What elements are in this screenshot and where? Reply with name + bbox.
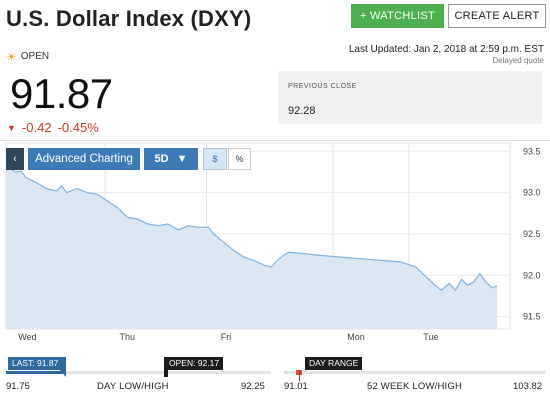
day-high-value: 92.25 [241, 381, 265, 392]
market-status: ☀ OPEN [6, 49, 50, 64]
price-chart[interactable]: 93.5 93.0 92.5 92.0 91.5 Wed Thu Fri Mon Tue [0, 140, 550, 345]
day-range-tag: DAY RANGE [305, 357, 363, 370]
last-price: 91.87 [10, 70, 113, 117]
dollar-toggle[interactable]: $ [203, 148, 227, 170]
range-select[interactable]: 5D ▼ [144, 148, 198, 170]
x-axis-labels: Wed Thu Fri Mon Tue [18, 332, 438, 342]
delayed-quote-note: Delayed quote [492, 56, 544, 65]
y-tick-label: 93.5 [523, 146, 541, 156]
y-tick-label: 92.5 [523, 229, 541, 239]
y-tick-label: 92.0 [523, 270, 541, 280]
x-tick-label: Mon [347, 332, 365, 342]
x-tick-label: Thu [119, 332, 135, 342]
sun-icon: ☀ [6, 49, 17, 64]
price-area-fill [6, 167, 497, 329]
previous-close-panel: PREVIOUS CLOSE 92.28 [278, 71, 542, 124]
price-line [5, 167, 498, 292]
x-tick-label: Wed [18, 332, 36, 342]
page-title: U.S. Dollar Index (DXY) [6, 6, 252, 31]
week-low-value: 91.01 [284, 381, 308, 392]
day-low-value: 91.75 [6, 381, 30, 392]
caret-down-icon: ▼ [176, 153, 188, 165]
y-axis-labels: 93.5 93.0 92.5 92.0 91.5 [523, 146, 541, 321]
week-high-value: 103.82 [513, 381, 543, 392]
y-tick-label: 93.0 [523, 188, 541, 198]
chevron-left-icon[interactable]: ‹ [6, 148, 24, 170]
divider [0, 140, 550, 141]
create-alert-button[interactable]: CREATE ALERT [448, 4, 546, 28]
open-price-tag: OPEN: 92.17 [165, 357, 224, 370]
last-price-tag: LAST: 91.87 [8, 357, 63, 370]
change-percent: -0.45% [57, 120, 99, 135]
previous-close-value: 92.28 [288, 105, 316, 117]
change-value: -0.42 [21, 120, 52, 135]
week-range-caption: 52 WEEK LOW/HIGH [367, 381, 463, 392]
last-price-marker [60, 357, 66, 377]
y-tick-label: 91.5 [523, 312, 541, 322]
day-range-caption: DAY LOW/HIGH [97, 381, 169, 392]
day-range-fill [6, 371, 64, 374]
market-state-label: OPEN [20, 51, 50, 62]
percent-toggle[interactable]: % [228, 148, 251, 170]
price-change: ▼ -0.42 -0.45% [7, 120, 99, 135]
week-range-marker [299, 370, 300, 381]
last-updated-text: Last Updated: Jan 2, 2018 at 2:59 p.m. E… [348, 44, 544, 55]
down-arrow-icon: ▼ [7, 122, 16, 133]
range-select-label: 5D [154, 153, 169, 165]
x-tick-label: Fri [221, 332, 232, 342]
advanced-charting-button[interactable]: Advanced Charting [28, 148, 140, 170]
previous-close-label: PREVIOUS CLOSE [288, 83, 357, 90]
add-to-watchlist-button[interactable]: + WATCHLIST [351, 4, 444, 28]
x-tick-label: Tue [423, 332, 438, 342]
day-range-track [6, 371, 271, 374]
week-range-track [284, 371, 545, 374]
